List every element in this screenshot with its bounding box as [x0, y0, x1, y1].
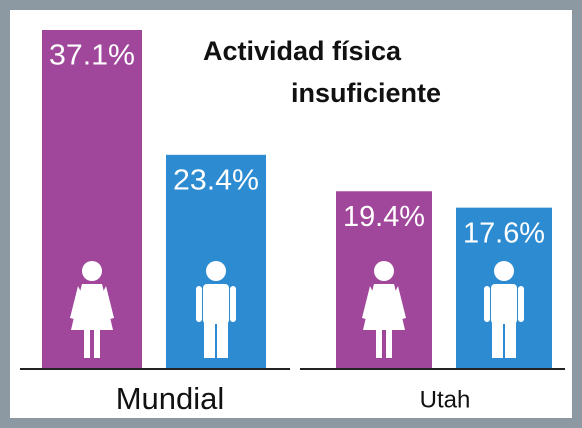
icon-leg [376, 330, 382, 358]
icon-arm [230, 286, 236, 322]
icon-head [494, 261, 514, 281]
person-icon [70, 261, 114, 358]
icon-body [203, 284, 229, 324]
icon-head [374, 261, 394, 281]
icon-arm [196, 286, 202, 322]
icon-leg [492, 318, 503, 358]
icon-leg [94, 330, 100, 358]
person-icon [484, 261, 524, 358]
icon-leg [217, 318, 228, 358]
chart-title: insuficiente [291, 78, 441, 108]
icon-head [82, 261, 102, 281]
icon-arms [362, 286, 406, 319]
chart-title: Actividad física [203, 36, 402, 66]
icon-arms [70, 286, 114, 319]
x-tick-label: Mundial [116, 381, 225, 416]
icon-leg [84, 330, 90, 358]
icon-leg [386, 330, 392, 358]
value-label: 23.4% [173, 164, 259, 196]
person-icon [362, 261, 406, 358]
icon-leg [505, 318, 516, 358]
value-label: 37.1% [49, 40, 135, 72]
value-label: 19.4% [343, 201, 425, 233]
icon-head [206, 261, 226, 281]
person-icon [196, 261, 236, 358]
icon-body [363, 284, 405, 330]
icon-arm [518, 286, 524, 322]
x-tick-label: Utah [420, 386, 471, 413]
icon-body [71, 284, 113, 330]
icon-leg [204, 318, 215, 358]
icon-arm [484, 286, 490, 322]
icon-body [491, 284, 517, 324]
value-label: 17.6% [463, 217, 545, 249]
